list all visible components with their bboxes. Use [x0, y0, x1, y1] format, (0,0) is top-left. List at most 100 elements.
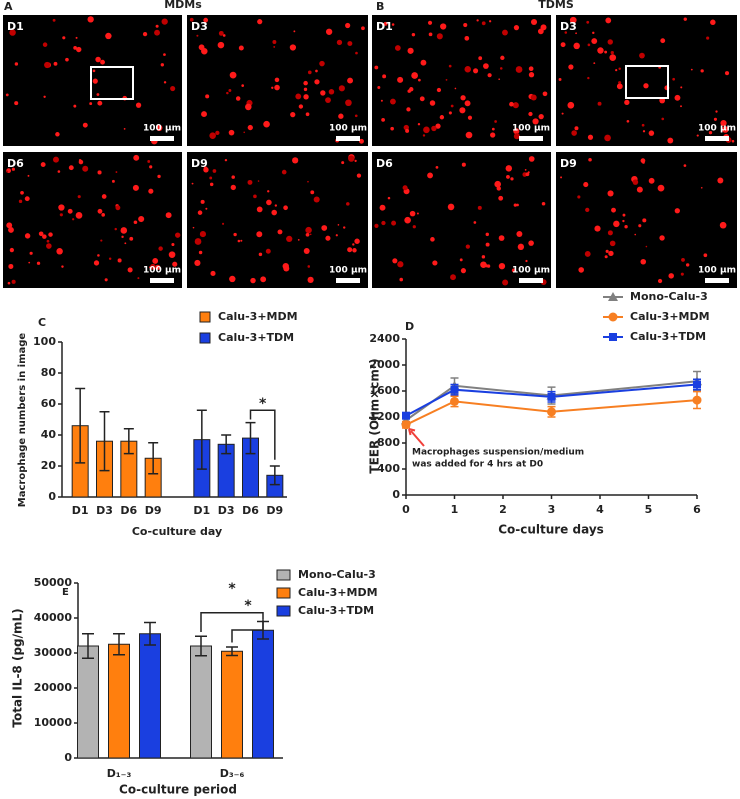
cell	[613, 220, 620, 228]
cell	[205, 94, 210, 99]
marker	[547, 407, 556, 417]
annotation: was added for 4 hrs at D0	[412, 460, 543, 470]
scale-bar	[336, 278, 360, 283]
cell	[525, 172, 530, 177]
cell	[310, 190, 315, 195]
cell	[307, 265, 311, 268]
cell	[382, 74, 387, 79]
cell	[298, 104, 304, 109]
cell	[696, 134, 699, 137]
cell	[82, 165, 89, 172]
cell	[189, 17, 194, 22]
cell	[435, 166, 439, 169]
cell	[605, 17, 612, 24]
cell	[502, 29, 508, 36]
cell	[485, 242, 490, 247]
cell	[586, 20, 590, 24]
cell	[260, 276, 267, 283]
cell	[354, 238, 360, 244]
cell	[147, 160, 151, 163]
scale-bar	[705, 136, 729, 141]
cell	[196, 34, 199, 37]
cell	[281, 169, 287, 175]
cell	[40, 162, 46, 168]
cell	[313, 196, 320, 203]
cell	[354, 114, 358, 118]
cell	[62, 36, 66, 40]
scale-bar	[150, 136, 174, 141]
cell	[277, 229, 283, 235]
cell	[683, 164, 687, 167]
cell	[587, 134, 594, 140]
cell	[237, 239, 241, 243]
scale-bar	[150, 278, 174, 283]
cell	[132, 184, 139, 191]
cell	[473, 221, 477, 224]
cell	[9, 247, 14, 253]
cell	[346, 202, 350, 206]
cell	[604, 137, 608, 141]
cell	[165, 212, 172, 219]
cell	[524, 168, 527, 171]
cell	[328, 89, 335, 95]
cell	[129, 236, 134, 241]
bar	[77, 645, 99, 759]
cell	[450, 104, 454, 108]
cell	[528, 240, 534, 246]
error-bar	[113, 633, 125, 656]
cell	[516, 231, 523, 237]
cell	[101, 213, 105, 217]
cell	[325, 235, 331, 241]
cell	[703, 253, 708, 258]
cell	[391, 23, 395, 26]
cell	[448, 64, 452, 68]
cell	[150, 263, 156, 270]
error-bar	[269, 465, 280, 486]
error-bar	[195, 635, 207, 657]
significance: *	[244, 598, 252, 614]
cell	[496, 186, 501, 191]
cell	[680, 105, 682, 108]
cell	[432, 260, 438, 266]
bar	[108, 643, 130, 759]
error-bar	[99, 411, 110, 472]
annotation-arrow	[408, 428, 425, 447]
cell	[72, 218, 75, 221]
cell	[53, 61, 58, 66]
cell	[706, 36, 710, 40]
legend-swatch	[199, 311, 211, 323]
cell	[626, 119, 630, 123]
cell	[293, 30, 296, 33]
cell	[92, 78, 98, 84]
cell	[201, 111, 207, 118]
panel-label: A	[4, 0, 13, 13]
y-tick-label: 60	[41, 397, 57, 410]
cell	[142, 31, 148, 37]
cell	[120, 227, 128, 234]
cell	[657, 278, 663, 284]
cell	[161, 18, 168, 25]
cell	[218, 30, 224, 36]
cell	[502, 279, 509, 286]
error-bar	[226, 646, 238, 657]
cell	[593, 62, 596, 65]
annotation: Macrophages suspension/medium	[412, 448, 584, 458]
cell	[303, 94, 309, 100]
x-tick-label: 2	[499, 503, 507, 516]
cell	[530, 94, 537, 101]
cell	[409, 87, 414, 92]
marker	[608, 312, 618, 322]
cell	[256, 231, 263, 238]
legend-swatch	[276, 605, 291, 617]
cell	[241, 84, 245, 87]
cell	[168, 251, 176, 258]
cell	[282, 262, 289, 270]
cell	[513, 128, 520, 135]
cell	[440, 23, 447, 30]
cell	[11, 279, 16, 284]
cell	[513, 24, 520, 31]
scale-bar	[519, 136, 543, 141]
cell	[97, 170, 102, 175]
cell	[571, 130, 577, 136]
x-tick-label: 0	[402, 503, 410, 516]
